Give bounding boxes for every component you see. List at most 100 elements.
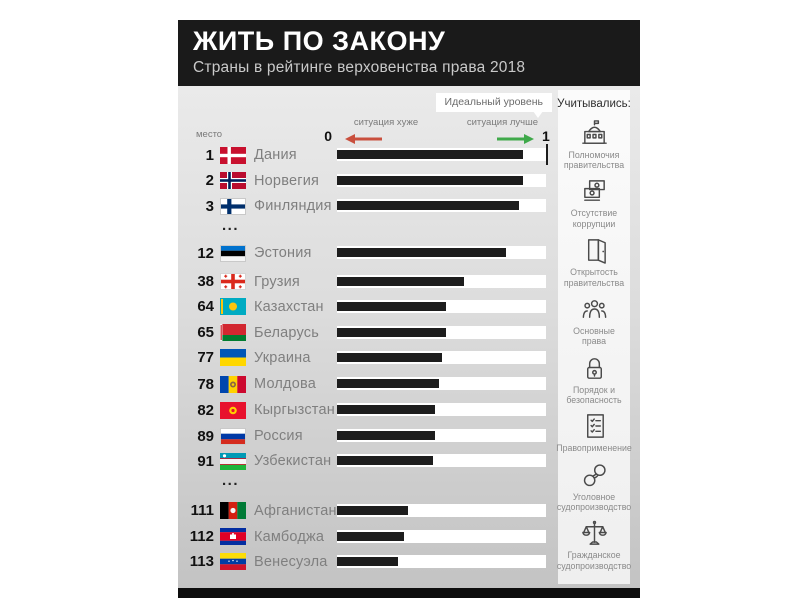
country-name: Эстония [254, 245, 312, 261]
government-building-icon [580, 119, 609, 148]
sidebar-title: Учитывались: [557, 98, 631, 110]
rank-value: 113 [189, 553, 214, 571]
page-title: ЖИТЬ ПО ЗАКОНУ [193, 26, 446, 56]
tooltip-pointer-icon [533, 111, 543, 118]
page-subtitle: Страны в рейтинге верховенства права 201… [193, 58, 526, 76]
score-bar [337, 379, 439, 388]
criterion-label: Правоприменение [556, 443, 632, 454]
criterion-label: Полномочия правительства [563, 149, 625, 171]
country-name: Кыргызстан [254, 402, 335, 418]
country-row: 2 Норвегия [178, 168, 558, 194]
bar-track [337, 325, 546, 339]
flag-estonia-icon [220, 244, 246, 262]
flag-venezuela-icon [220, 553, 246, 571]
bar-track [337, 454, 546, 467]
score-bar [337, 431, 435, 440]
ideal-level-tick [546, 144, 548, 165]
country-row: 113 Венесуэла [178, 549, 558, 575]
money-icon [580, 177, 609, 206]
rank-column-label: место [196, 129, 223, 140]
country-name: Молдова [254, 376, 316, 392]
criterion-item: Гражданское судопроизводство [557, 519, 631, 571]
rank-value: 65 [197, 324, 214, 342]
country-name: Финляндия [254, 198, 332, 214]
flag-uzbekistan-icon [220, 452, 246, 470]
bar-track [337, 554, 546, 568]
flag-ukraine-icon [220, 349, 246, 367]
flag-belarus-icon [220, 324, 246, 342]
rank-value: 91 [197, 452, 214, 470]
score-bar [337, 201, 519, 210]
rank-value: 1 [205, 146, 214, 164]
ideal-level-tooltip: Идеальный уровень [435, 93, 552, 118]
country-name: Дания [254, 147, 297, 163]
ideal-level-label: Идеальный уровень [444, 96, 543, 108]
bar-track [337, 148, 546, 161]
flag-russia-icon [220, 427, 246, 445]
flag-georgia-icon [220, 273, 246, 291]
bar-track [337, 529, 546, 543]
criterion-label: Уголовное судопроизводство [556, 491, 632, 513]
bar-track [337, 274, 546, 288]
bar-track [337, 350, 546, 364]
rank-value: 82 [197, 401, 214, 419]
bar-track [337, 173, 546, 187]
country-row: 77 Украина [178, 345, 558, 371]
flag-moldova-icon [220, 375, 246, 393]
rank-value: 89 [197, 427, 214, 445]
country-name: Афганистан [254, 502, 337, 519]
open-door-icon [580, 236, 609, 265]
criterion-item: Уголовное судопроизводство [557, 461, 631, 513]
country-row: 89 Россия [178, 423, 558, 449]
scales-icon [580, 519, 609, 548]
country-row: 38 Грузия [178, 269, 558, 295]
country-row: 65 Беларусь [178, 320, 558, 346]
country-row: 82 Кыргызстан [178, 397, 558, 423]
score-bar [337, 556, 398, 566]
flag-norway-icon [220, 172, 246, 189]
country-row: 12 Эстония [178, 240, 558, 266]
criterion-label: Порядок и безопасность [566, 384, 622, 406]
country-name: Камбоджа [254, 528, 325, 545]
flag-kyrgyzstan-icon [220, 401, 246, 419]
flag-afghanistan-icon [220, 502, 246, 520]
country-name: Беларусь [254, 324, 320, 341]
people-icon [580, 295, 609, 324]
score-bar [337, 276, 464, 286]
rank-value: 111 [190, 502, 214, 520]
criterion-label: Гражданское судопроизводство [556, 550, 632, 571]
omitted-rows-ellipsis: ... [222, 217, 240, 234]
criterion-item: Порядок и безопасность [561, 354, 627, 406]
document-icon [580, 412, 609, 441]
axis-min-label: 0 [324, 128, 332, 144]
axis-better-label: ситуация лучше [466, 117, 538, 128]
country-rows: 1 Дания 2 Норвегия 3 Финляндия ... 12 Эс… [178, 86, 558, 588]
bar-track [337, 299, 546, 313]
criterion-label: Основные права [573, 325, 615, 347]
score-bar [337, 352, 442, 362]
bar-track [337, 246, 546, 259]
rank-value: 2 [205, 172, 214, 189]
score-bar [337, 405, 435, 414]
axis-worse-label: ситуация хуже [353, 117, 419, 128]
axis-max-label: 1 [542, 128, 550, 144]
chart-body: Идеальный уровень место ситуация хуже си… [178, 86, 640, 588]
criterion-item: Основные права [561, 295, 627, 347]
country-name: Грузия [254, 273, 300, 290]
omitted-rows-ellipsis: ... [222, 472, 240, 489]
score-bar [337, 150, 523, 159]
handcuffs-icon [580, 461, 609, 490]
country-row: 78 Молдова [178, 371, 558, 397]
bar-track [337, 503, 546, 517]
rank-value: 77 [197, 349, 214, 367]
padlock-icon [580, 354, 609, 383]
flag-denmark-icon [220, 146, 246, 164]
criterion-label: Открытость правительства [563, 267, 625, 288]
criterion-item: Открытость правительства [561, 236, 627, 288]
rank-value: 12 [197, 244, 214, 262]
flag-cambodia-icon [220, 528, 246, 546]
bar-track [337, 403, 546, 416]
bar-track [337, 429, 546, 442]
arrow-left-icon [345, 134, 382, 144]
